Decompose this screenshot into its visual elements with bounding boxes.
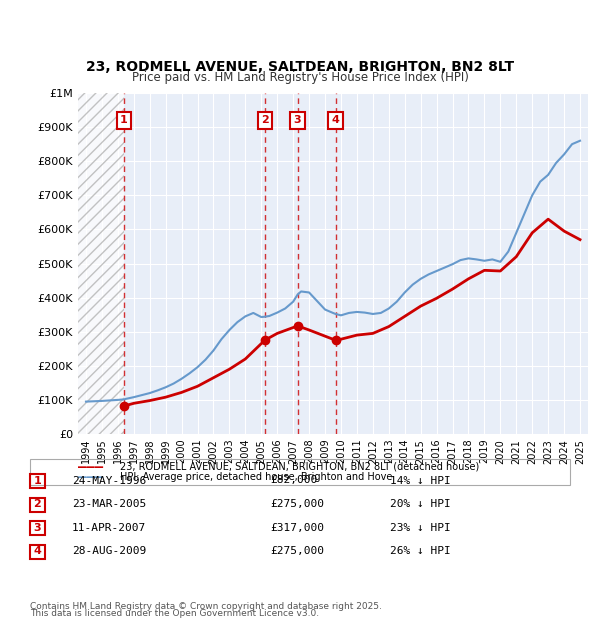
Text: 23, RODMELL AVENUE, SALTDEAN, BRIGHTON, BN2 8LT (detached house): 23, RODMELL AVENUE, SALTDEAN, BRIGHTON, … [120,462,479,472]
Text: 1: 1 [120,115,128,125]
Text: ———: ——— [78,460,103,474]
Text: Contains HM Land Registry data © Crown copyright and database right 2025.: Contains HM Land Registry data © Crown c… [30,601,382,611]
Text: 2: 2 [261,115,269,125]
Text: 2: 2 [34,499,41,509]
Text: £82,000: £82,000 [270,476,317,485]
Text: £317,000: £317,000 [270,523,324,533]
Text: 1: 1 [34,476,41,485]
Text: 3: 3 [294,115,301,125]
Text: ———: ——— [78,471,103,484]
Text: £275,000: £275,000 [270,546,324,556]
Text: 24-MAY-1996: 24-MAY-1996 [72,476,146,485]
Text: Price paid vs. HM Land Registry's House Price Index (HPI): Price paid vs. HM Land Registry's House … [131,71,469,84]
Text: 26% ↓ HPI: 26% ↓ HPI [390,546,451,556]
Text: 4: 4 [34,546,41,556]
Text: 3: 3 [34,523,41,533]
Text: 23% ↓ HPI: 23% ↓ HPI [390,523,451,533]
Text: 4: 4 [332,115,340,125]
Text: This data is licensed under the Open Government Licence v3.0.: This data is licensed under the Open Gov… [30,609,319,618]
Text: 14% ↓ HPI: 14% ↓ HPI [390,476,451,485]
Text: £275,000: £275,000 [270,499,324,509]
Text: 28-AUG-2009: 28-AUG-2009 [72,546,146,556]
Text: 11-APR-2007: 11-APR-2007 [72,523,146,533]
Text: 23-MAR-2005: 23-MAR-2005 [72,499,146,509]
Text: 20% ↓ HPI: 20% ↓ HPI [390,499,451,509]
Text: HPI: Average price, detached house, Brighton and Hove: HPI: Average price, detached house, Brig… [120,472,392,482]
Text: 23, RODMELL AVENUE, SALTDEAN, BRIGHTON, BN2 8LT: 23, RODMELL AVENUE, SALTDEAN, BRIGHTON, … [86,60,514,74]
